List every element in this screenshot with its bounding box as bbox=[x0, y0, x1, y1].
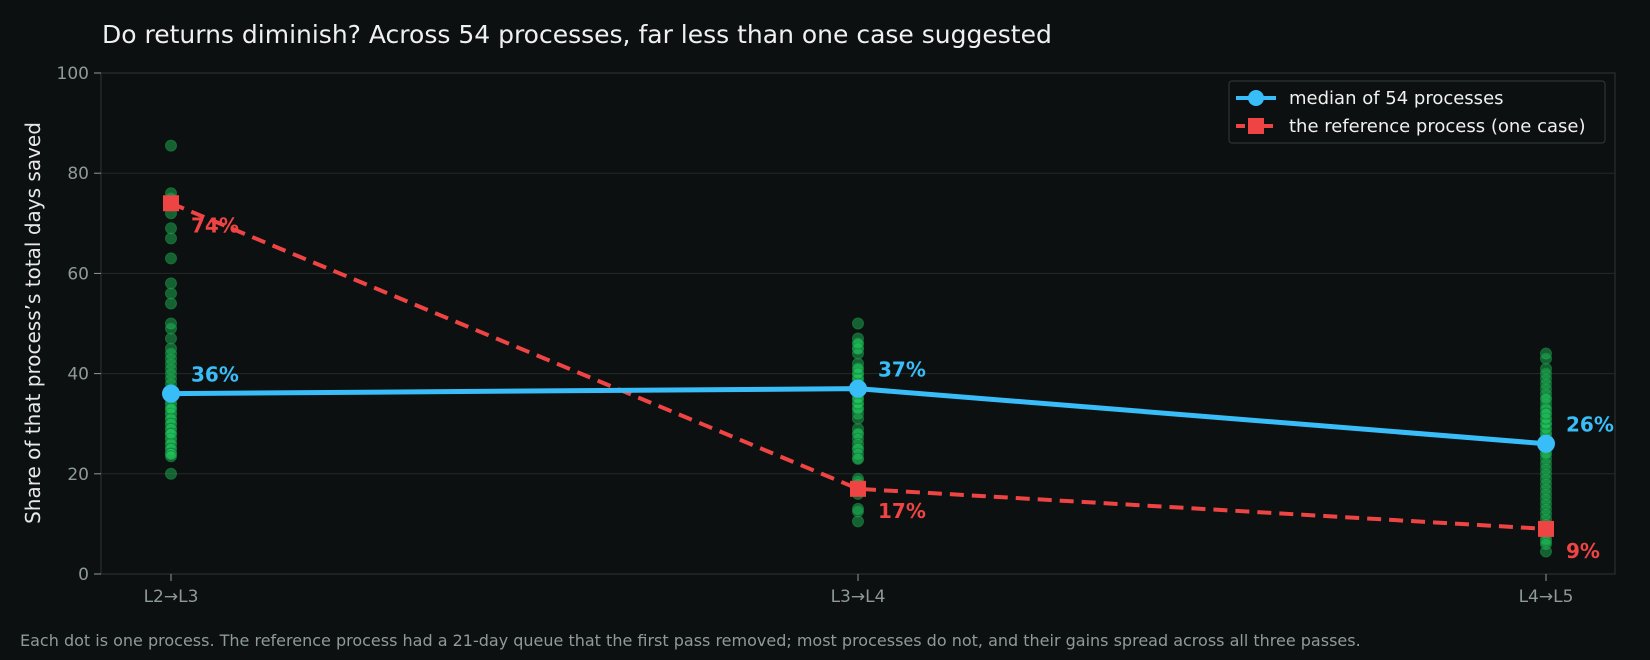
x-axis-ticks: L2→L3 L3→L4 L4→L5 bbox=[144, 574, 1574, 607]
legend: median of 54 processes the reference proc… bbox=[1228, 80, 1606, 144]
y-axis-label: Share of that process’s total days saved bbox=[21, 122, 45, 524]
process-dot bbox=[852, 505, 864, 518]
reference-line bbox=[170, 201, 1547, 531]
process-dot bbox=[165, 322, 177, 335]
legend-marker bbox=[1248, 118, 1264, 134]
reference-label: 17% bbox=[878, 499, 926, 523]
reference-point bbox=[1538, 520, 1554, 537]
legend-box bbox=[1228, 80, 1606, 144]
process-dot bbox=[852, 362, 864, 375]
process-dot bbox=[165, 402, 177, 415]
data-labels: 36% 37% 26% 74% 17% 9% bbox=[191, 213, 1614, 563]
legend-entry: the reference process (one case) bbox=[1289, 116, 1585, 137]
median-label: 37% bbox=[878, 358, 926, 382]
reference-point bbox=[850, 480, 866, 497]
process-dot bbox=[165, 297, 177, 310]
process-dot bbox=[852, 452, 864, 465]
process-dot bbox=[165, 277, 177, 290]
x-tick-label: L4→L5 bbox=[1519, 587, 1574, 607]
legend-entry: median of 54 processes bbox=[1289, 88, 1504, 109]
process-dot bbox=[852, 515, 864, 528]
process-dot bbox=[165, 222, 177, 235]
x-tick-label: L3→L4 bbox=[831, 587, 886, 607]
median-point bbox=[1537, 434, 1555, 453]
y-tick-label: 40 bbox=[67, 365, 89, 385]
reference-label: 9% bbox=[1566, 539, 1600, 563]
series-lines bbox=[162, 195, 1555, 537]
process-dot bbox=[852, 412, 864, 425]
y-tick-label: 80 bbox=[67, 164, 89, 184]
y-tick-label: 60 bbox=[67, 264, 89, 284]
process-dot bbox=[165, 139, 177, 152]
process-dot bbox=[852, 317, 864, 330]
process-dot bbox=[852, 337, 864, 350]
median-point bbox=[162, 384, 180, 403]
reference-label: 74% bbox=[191, 213, 239, 237]
process-dot bbox=[1540, 392, 1552, 405]
process-dot bbox=[165, 232, 177, 245]
legend-marker bbox=[1248, 90, 1264, 106]
y-tick-label: 0 bbox=[78, 565, 89, 585]
process-dot bbox=[165, 332, 177, 345]
process-dot bbox=[165, 252, 177, 265]
process-dot bbox=[852, 347, 864, 360]
chart-title: Do returns diminish? Across 54 processes… bbox=[102, 20, 1052, 49]
footnote: Each dot is one process. The reference p… bbox=[20, 631, 1361, 650]
y-axis-ticks: 0 20 40 60 80 100 bbox=[57, 64, 101, 585]
median-label: 26% bbox=[1566, 413, 1614, 437]
y-tick-label: 20 bbox=[67, 465, 89, 485]
reference-point bbox=[163, 195, 179, 212]
process-dot bbox=[1540, 545, 1552, 558]
x-tick-label: L2→L3 bbox=[144, 587, 199, 607]
process-dot bbox=[165, 427, 177, 440]
process-dot bbox=[165, 450, 177, 463]
median-label: 36% bbox=[191, 363, 239, 387]
y-tick-label: 100 bbox=[57, 64, 89, 84]
process-dot bbox=[1540, 407, 1552, 420]
process-dot bbox=[1540, 352, 1552, 365]
process-dot bbox=[165, 467, 177, 480]
process-dot bbox=[165, 287, 177, 300]
median-point bbox=[849, 379, 867, 398]
